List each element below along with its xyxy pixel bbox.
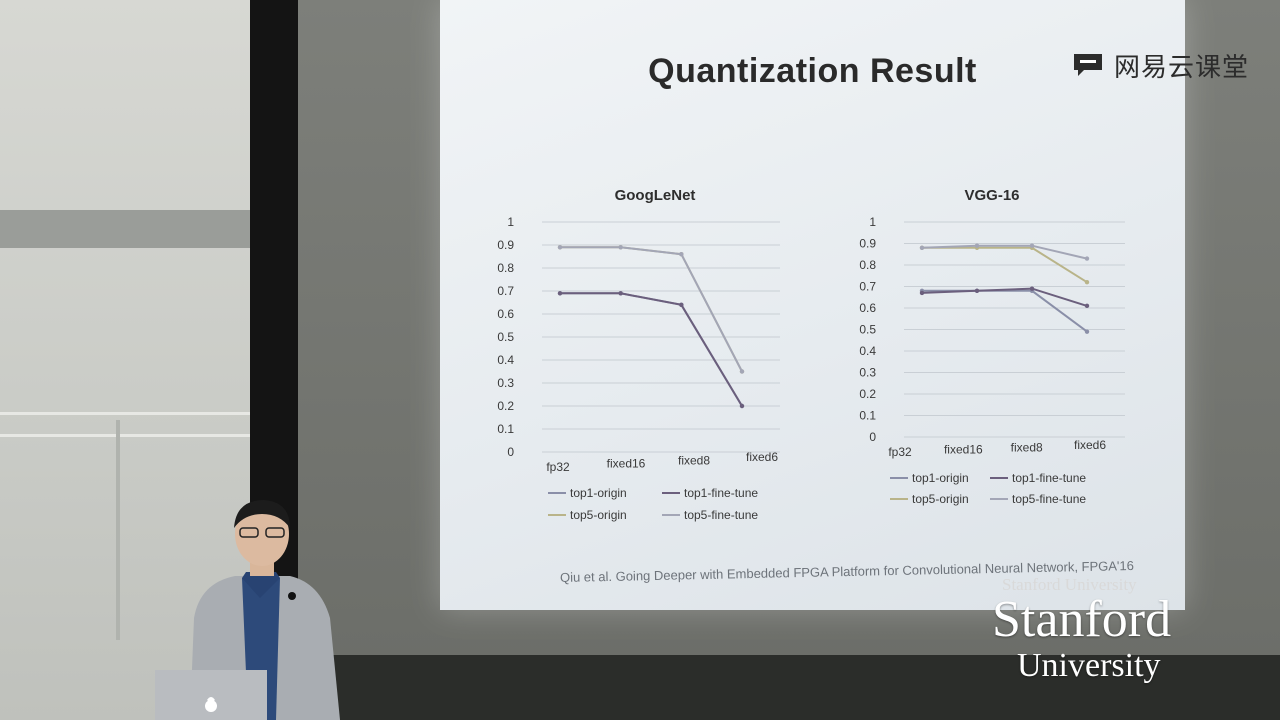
legend-label: top5-fine-tune (684, 508, 758, 522)
data-point (919, 290, 925, 296)
data-point (974, 243, 980, 248)
y-tick-label: 0.2 (497, 399, 514, 413)
data-point (974, 288, 980, 293)
series-line (560, 246, 743, 372)
wall-rail (0, 434, 262, 437)
watermark: 网易云课堂 (1072, 48, 1249, 82)
series-line (921, 287, 1088, 307)
y-tick-label: 1 (869, 215, 876, 229)
data-point (557, 291, 563, 296)
y-tick-label: 0.1 (497, 422, 514, 436)
legend-label: top1-origin (912, 471, 969, 485)
series-line (922, 289, 1088, 333)
data-point (1084, 303, 1090, 309)
chat-bubble-icon (1074, 54, 1102, 76)
data-point (557, 245, 563, 250)
y-tick-label: 0.5 (497, 330, 514, 344)
y-tick-label: 0.7 (859, 280, 876, 294)
x-tick-label: fixed6 (746, 450, 778, 464)
y-tick-label: 0.8 (859, 258, 876, 272)
y-tick-label: 0.4 (859, 344, 876, 358)
legend-label: top1-fine-tune (684, 486, 758, 500)
y-tick-label: 0.3 (859, 366, 876, 380)
legend-label: top5-origin (570, 508, 627, 522)
y-tick-label: 0.8 (497, 261, 514, 275)
series-line (560, 246, 743, 372)
data-point (739, 369, 745, 374)
data-point (1029, 286, 1035, 291)
x-tick-label: fixed6 (1074, 438, 1106, 452)
x-tick-label: fixed16 (944, 443, 983, 457)
logo-caption: Stanford University (1002, 575, 1137, 594)
data-point (679, 252, 684, 257)
y-tick-label: 1 (507, 215, 514, 229)
y-tick-label: 0.1 (859, 409, 876, 423)
legend-label: top1-fine-tune (1012, 471, 1086, 485)
slide-title: Quantization Result (648, 52, 977, 90)
y-tick-label: 0.4 (497, 353, 514, 367)
y-tick-label: 0 (869, 430, 876, 444)
y-tick-label: 0.6 (859, 301, 876, 315)
presentation-slide: Quantization Result GoogLeNet 0 0.1 0.2 0.3 0… (440, 0, 1185, 610)
series-line (922, 246, 1088, 284)
legend-label: top5-origin (912, 492, 969, 506)
data-point (679, 302, 684, 307)
logo-university: University (1017, 647, 1161, 684)
x-tick-label: fixed8 (678, 453, 710, 467)
x-tick-label: fixed8 (1011, 440, 1043, 454)
wall-post (116, 420, 120, 640)
watermark-text: 网易云课堂 (1114, 51, 1250, 82)
y-tick-label: 0.5 (859, 323, 876, 337)
chart-title: VGG-16 (964, 187, 1019, 204)
lecture-room-wall (0, 0, 262, 720)
wall-rail (0, 412, 262, 415)
laptop (155, 670, 267, 720)
charts-area: GoogLeNet 0 0.1 0.2 0.3 0.4 0.5 0.6 0.7 0.8 0.9 1 fp… (497, 187, 1125, 522)
legend-label: top5-fine-tune (1012, 492, 1086, 506)
y-tick-label: 0.7 (497, 284, 514, 298)
data-point (1084, 256, 1090, 261)
x-tick-label: fp32 (546, 460, 570, 474)
x-tick-label: fp32 (888, 445, 912, 459)
data-point (1084, 280, 1090, 285)
y-tick-label: 0 (507, 445, 514, 459)
data-point (1084, 329, 1090, 334)
data-point (618, 291, 623, 296)
data-point (739, 403, 745, 409)
chart-title: GoogLeNet (615, 187, 696, 204)
data-point (1029, 243, 1035, 248)
data-point (919, 245, 925, 250)
series-line (921, 244, 1088, 260)
series-line (560, 292, 743, 407)
data-point (618, 245, 623, 250)
y-tick-label: 0.3 (497, 376, 514, 390)
legend-label: top1-origin (570, 486, 627, 500)
stage-floor (300, 655, 1280, 720)
logo-stanford: Stanford (992, 591, 1172, 648)
y-tick-label: 0.6 (497, 307, 514, 321)
y-tick-label: 0.2 (859, 387, 876, 401)
x-tick-label: fixed16 (607, 457, 646, 471)
y-tick-label: 0.9 (859, 237, 876, 251)
y-tick-label: 0.9 (497, 238, 514, 252)
series-line (560, 292, 743, 407)
wall-band (0, 210, 262, 248)
